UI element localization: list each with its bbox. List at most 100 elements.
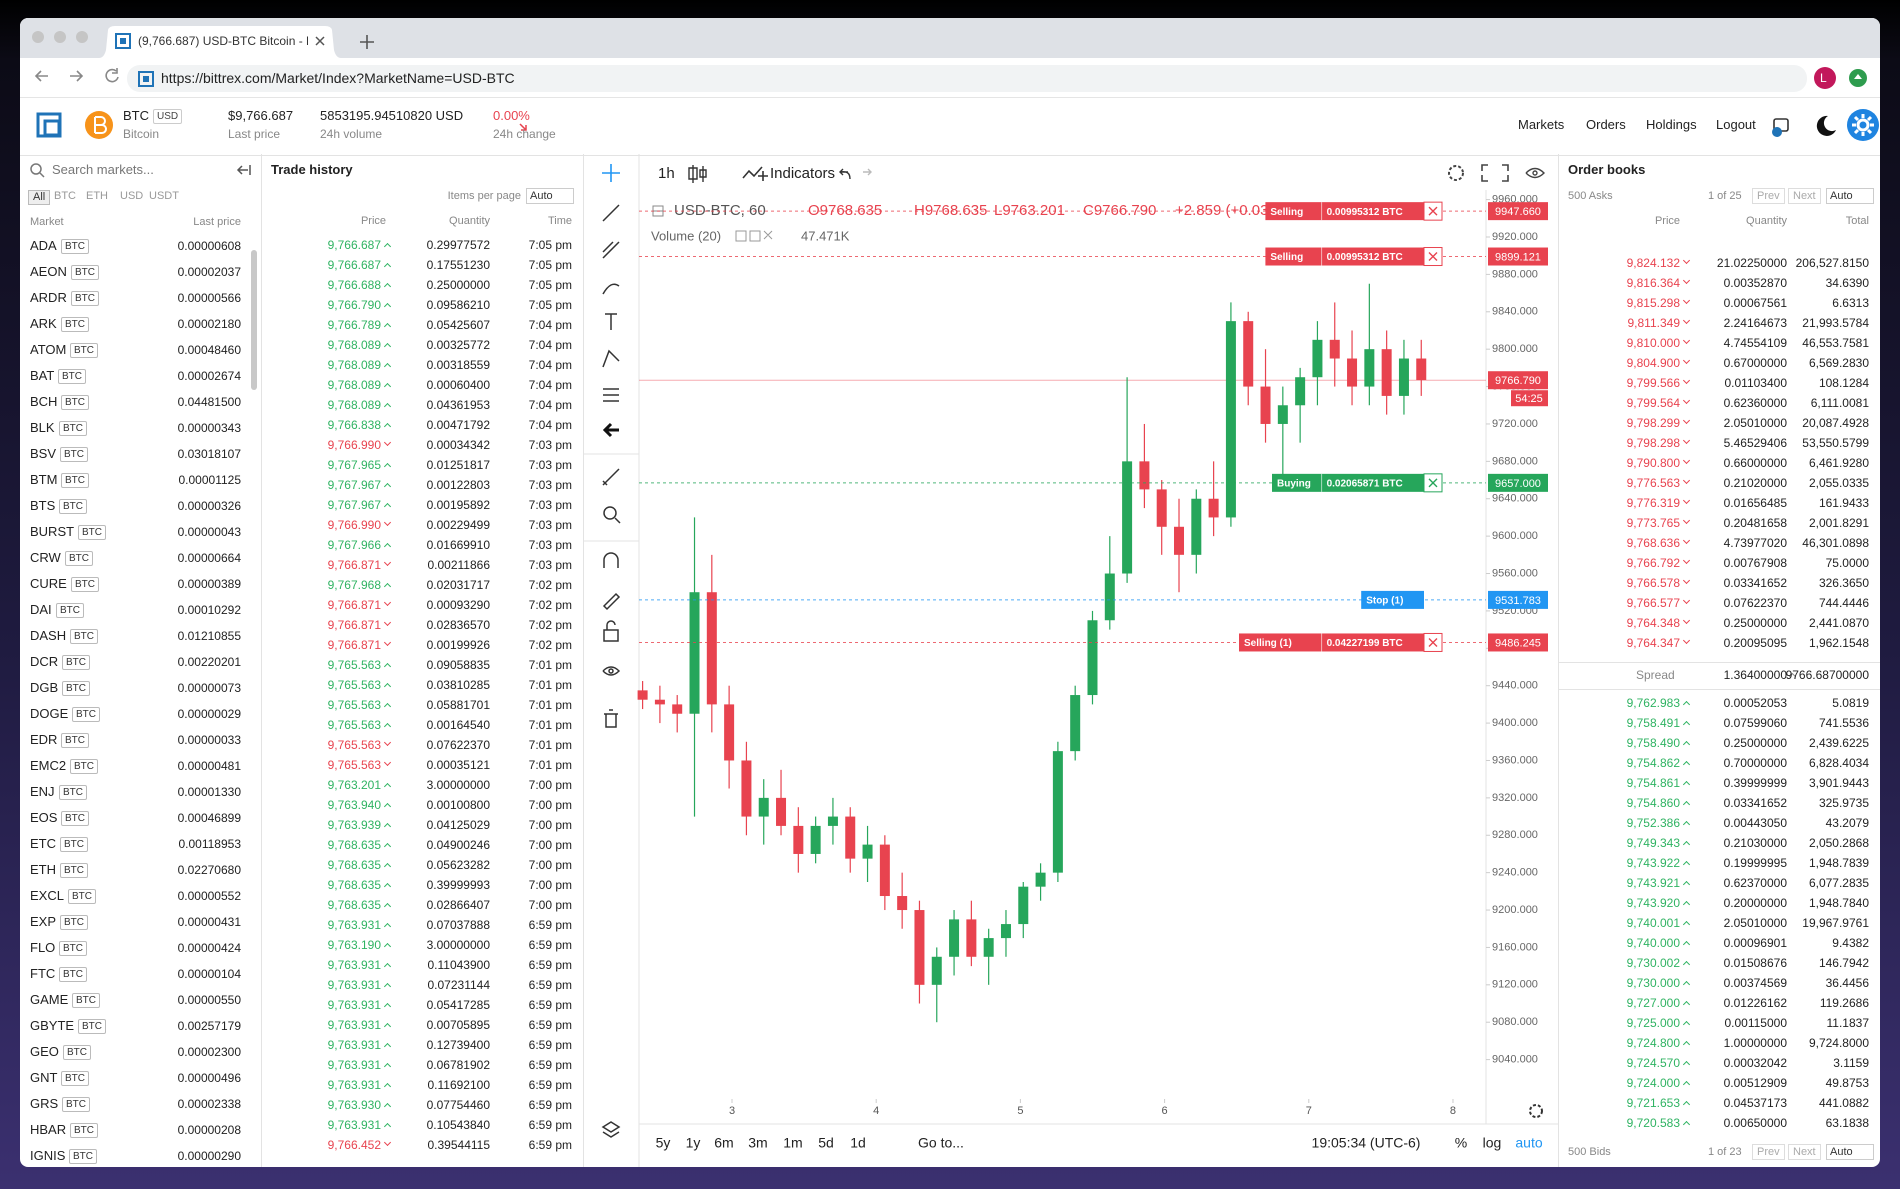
next-button[interactable]: Next: [1788, 1144, 1821, 1160]
down-arrow: [1682, 376, 1691, 385]
candle-type-icon: [688, 165, 707, 183]
book-quantity: 0.25000000: [1723, 736, 1787, 750]
divider: [1558, 662, 1880, 663]
up-arrow: [1682, 960, 1691, 969]
trade-price: 9,766.687: [327, 238, 381, 252]
book-price: 9,724.000: [1626, 1076, 1680, 1090]
y-tick-label: 9200.000: [1492, 904, 1538, 916]
last-price-label: Last price: [228, 127, 281, 141]
market-filter[interactable]: All: [28, 190, 51, 205]
range-button[interactable]: 1m: [783, 1135, 802, 1151]
market-filter[interactable]: BTC: [54, 190, 76, 202]
scale-option[interactable]: auto: [1515, 1135, 1542, 1151]
nav-link[interactable]: Logout: [1716, 117, 1756, 132]
trade-quantity: 0.00060400: [426, 378, 490, 392]
trade-time: 7:03 pm: [528, 458, 572, 472]
up-arrow: [1682, 940, 1691, 949]
market-filter[interactable]: USDT: [149, 190, 179, 202]
change-label: 24h change: [493, 127, 556, 141]
market-base: BTC: [60, 837, 88, 852]
market-filter[interactable]: ETH: [86, 190, 108, 202]
nav-link[interactable]: Markets: [1518, 117, 1565, 132]
candle-body: [1243, 321, 1254, 387]
market-last-price: 0.00257179: [177, 1019, 241, 1033]
size-select[interactable]: Auto: [1826, 1144, 1874, 1160]
up-arrow: [383, 482, 392, 491]
book-quantity: 0.03341652: [1723, 576, 1787, 590]
book-price: 9,815.298: [1626, 296, 1680, 310]
trade-time: 7:01 pm: [528, 718, 572, 732]
y-tick-label: 9840.000: [1492, 306, 1538, 318]
market-name: CURE: [30, 576, 67, 591]
book-total: 441.0882: [1818, 1096, 1869, 1110]
range-button[interactable]: 5d: [818, 1135, 834, 1151]
market-last-price: 0.00000550: [177, 993, 241, 1007]
range-button[interactable]: 1y: [686, 1135, 701, 1151]
trade-quantity: 0.07037888: [426, 918, 490, 932]
trade-price: 9,765.563: [327, 698, 381, 712]
book-price: 9,725.000: [1626, 1016, 1680, 1030]
goto-button[interactable]: Go to...: [918, 1135, 964, 1151]
chart-settings: [1529, 1104, 1543, 1118]
candle-body: [1312, 339, 1323, 378]
trade-price: 9,763.931: [327, 1078, 381, 1092]
countdown: 54:25: [1515, 393, 1543, 405]
nav-link[interactable]: Holdings: [1646, 117, 1697, 132]
market-base: BTC: [59, 941, 87, 956]
trade-time: 7:05 pm: [528, 298, 572, 312]
market-name: BTM: [30, 472, 58, 487]
up-arrow: [1682, 880, 1691, 889]
market-search[interactable]: Search markets...: [52, 162, 154, 177]
market-filter[interactable]: USD: [120, 190, 144, 202]
trade-time: 7:02 pm: [528, 578, 572, 592]
candle-body: [966, 919, 977, 957]
market-base: BTC: [78, 525, 106, 540]
scale-option[interactable]: log: [1483, 1135, 1502, 1151]
tab-title[interactable]: (9,766.687) USD-BTC Bitcoin - B: [138, 34, 308, 48]
candle-body: [776, 797, 787, 826]
up-arrow: [383, 722, 392, 731]
trade-time: 7:02 pm: [528, 598, 572, 612]
trade-time: 7:04 pm: [528, 318, 572, 332]
prev-button[interactable]: Prev: [1752, 188, 1785, 204]
trade-quantity: 0.02031717: [426, 578, 490, 592]
scale-option[interactable]: %: [1455, 1135, 1467, 1151]
indicators-button[interactable]: Indicators: [770, 165, 835, 182]
book-total: 46,301.0898: [1802, 536, 1869, 550]
prev-button[interactable]: Prev: [1752, 1144, 1785, 1160]
range-button[interactable]: 3m: [748, 1135, 767, 1151]
market-base: BTC: [72, 707, 100, 722]
items-select[interactable]: Auto: [526, 188, 574, 204]
book-quantity: 0.62370000: [1723, 876, 1787, 890]
size-select[interactable]: Auto: [1826, 188, 1874, 204]
fullscreen-icon: [1481, 164, 1509, 182]
trade-time: 7:01 pm: [528, 698, 572, 712]
trade-time: 7:00 pm: [528, 878, 572, 892]
candle-body: [1208, 498, 1219, 518]
trade-time: 7:01 pm: [528, 658, 572, 672]
scrollbar[interactable]: [251, 250, 257, 390]
up-arrow: [1682, 1020, 1691, 1029]
trade-price: 9,766.990: [327, 438, 381, 452]
trade-time: 7:05 pm: [528, 258, 572, 272]
range-button[interactable]: 6m: [714, 1135, 733, 1151]
address-url[interactable]: https://bittrex.com/Market/Index?MarketN…: [161, 70, 515, 86]
nav-link[interactable]: Orders: [1586, 117, 1626, 132]
book-price: 9,754.860: [1626, 796, 1680, 810]
up-arrow: [383, 402, 392, 411]
market-last-price: 0.04481500: [177, 395, 241, 409]
up-arrow: [383, 702, 392, 711]
last-price-tag: [1488, 371, 1548, 390]
market-name: BSV: [30, 446, 57, 461]
trade-quantity: 0.00318559: [426, 358, 490, 372]
next-button[interactable]: Next: [1788, 188, 1821, 204]
range-button[interactable]: 5y: [656, 1135, 671, 1151]
y-tick-label: 9640.000: [1492, 493, 1538, 505]
book-total: 2,001.8291: [1808, 516, 1869, 530]
range-button[interactable]: 1d: [850, 1135, 866, 1151]
down-arrow: [1682, 416, 1691, 425]
profile-avatar[interactable]: L: [1820, 71, 1827, 85]
trade-price: 9,763.931: [327, 1118, 381, 1132]
clock: 19:05:34 (UTC-6): [1312, 1135, 1421, 1151]
